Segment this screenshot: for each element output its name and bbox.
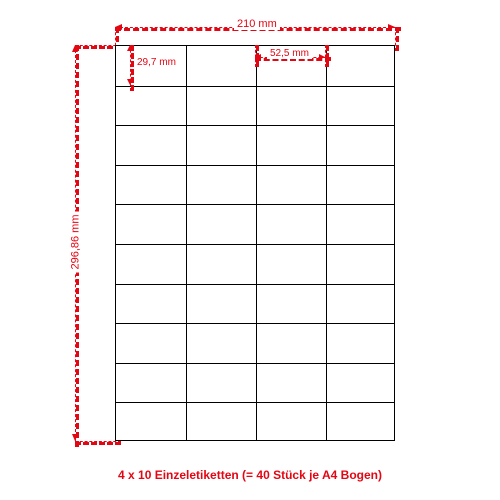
dim-cell-width-label: 52,5 mm: [267, 48, 312, 59]
a4-sheet: [115, 45, 395, 441]
grid-v: [256, 46, 257, 440]
grid-v: [186, 46, 187, 440]
grid-h: [116, 244, 394, 245]
dim-top-width-label: 210 mm: [234, 18, 280, 30]
grid-h: [116, 204, 394, 205]
dim-left-height-label: 296,86 mm: [70, 211, 82, 272]
grid-h: [116, 165, 394, 166]
grid-h: [116, 363, 394, 364]
grid-h: [116, 86, 394, 87]
grid-h: [116, 125, 394, 126]
grid-h: [116, 323, 394, 324]
grid-v: [326, 46, 327, 440]
grid-h: [116, 402, 394, 403]
dim-cell-height-label: 29,7 mm: [134, 57, 179, 68]
caption: 4 x 10 Einzeletiketten (= 40 Stück je A4…: [0, 468, 500, 482]
label-sheet-diagram: 210 mm 296,86 mm 29,7 mm: [0, 0, 500, 500]
grid-h: [116, 284, 394, 285]
